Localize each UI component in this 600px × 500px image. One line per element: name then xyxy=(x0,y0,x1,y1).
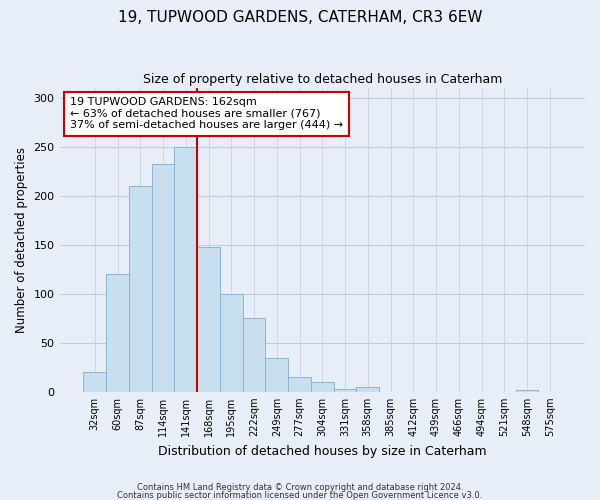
Title: Size of property relative to detached houses in Caterham: Size of property relative to detached ho… xyxy=(143,72,502,86)
Bar xyxy=(334,389,356,392)
Text: Contains public sector information licensed under the Open Government Licence v3: Contains public sector information licen… xyxy=(118,490,482,500)
X-axis label: Distribution of detached houses by size in Caterham: Distribution of detached houses by size … xyxy=(158,444,487,458)
Bar xyxy=(220,294,242,392)
Bar xyxy=(288,377,311,392)
Text: 19 TUPWOOD GARDENS: 162sqm
← 63% of detached houses are smaller (767)
37% of sem: 19 TUPWOOD GARDENS: 162sqm ← 63% of deta… xyxy=(70,97,343,130)
Text: Contains HM Land Registry data © Crown copyright and database right 2024.: Contains HM Land Registry data © Crown c… xyxy=(137,484,463,492)
Bar xyxy=(152,164,175,392)
Bar xyxy=(175,147,197,392)
Bar xyxy=(356,387,379,392)
Bar xyxy=(242,318,265,392)
Bar xyxy=(311,382,334,392)
Y-axis label: Number of detached properties: Number of detached properties xyxy=(15,147,28,333)
Bar xyxy=(83,372,106,392)
Bar xyxy=(265,358,288,392)
Text: 19, TUPWOOD GARDENS, CATERHAM, CR3 6EW: 19, TUPWOOD GARDENS, CATERHAM, CR3 6EW xyxy=(118,10,482,25)
Bar xyxy=(515,390,538,392)
Bar xyxy=(197,247,220,392)
Bar xyxy=(106,274,129,392)
Bar xyxy=(129,186,152,392)
